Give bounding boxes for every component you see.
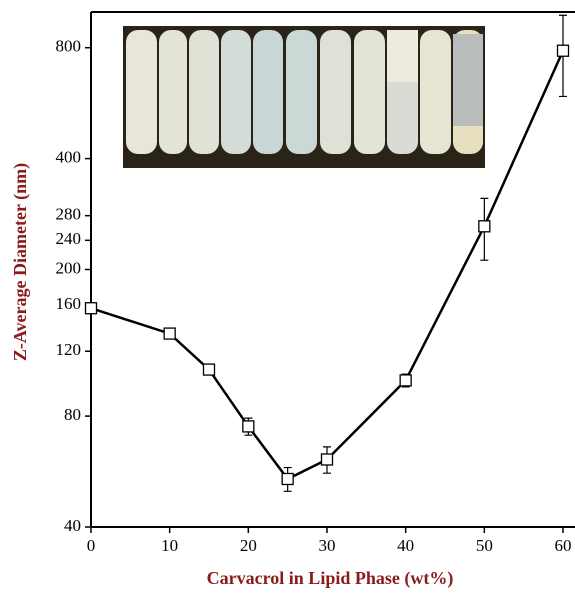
y-tick-label: 120 [56, 340, 82, 359]
x-tick-label: 30 [319, 536, 336, 555]
y-tick-label: 160 [56, 294, 82, 313]
x-axis-label: Carvacrol in Lipid Phase (wt%) [207, 568, 454, 589]
y-tick-label: 240 [56, 229, 82, 248]
y-tick-label: 80 [64, 405, 81, 424]
marker [478, 220, 491, 233]
x-tick-label: 60 [555, 536, 572, 555]
y-tick-label: 200 [56, 258, 82, 277]
marker [202, 363, 216, 376]
inset-photo [123, 26, 485, 168]
marker [399, 374, 412, 387]
x-tick-label: 40 [397, 536, 414, 555]
marker [163, 327, 176, 340]
y-tick-label: 400 [56, 148, 82, 167]
marker [556, 44, 570, 57]
x-tick-label: 20 [240, 536, 257, 555]
marker [320, 453, 334, 466]
x-tick-label: 0 [87, 536, 96, 555]
y-tick-label: 280 [56, 205, 82, 224]
y-tick-label: 800 [56, 37, 82, 56]
y-axis-label: Z-Average Diameter (nm) [10, 163, 31, 361]
marker [281, 472, 294, 486]
x-tick-label: 10 [161, 536, 178, 555]
y-tick-label: 40 [64, 516, 81, 535]
marker [84, 302, 98, 315]
x-tick-label: 50 [476, 536, 493, 555]
marker [242, 420, 255, 433]
